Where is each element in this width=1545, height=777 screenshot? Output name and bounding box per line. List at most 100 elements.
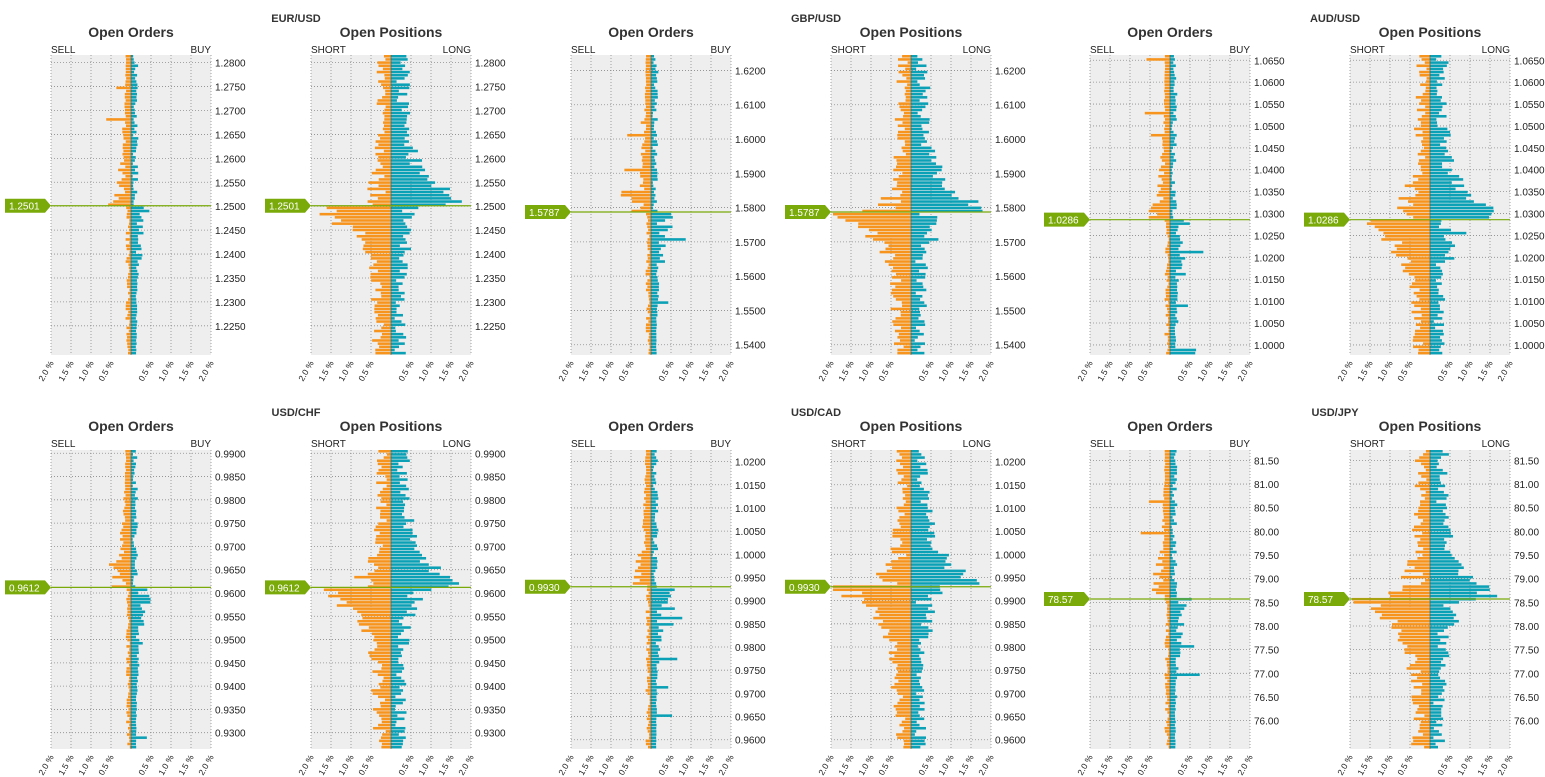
x-tick-label: 1.5 %: [696, 359, 716, 383]
bar-right: [1170, 670, 1177, 673]
x-tick-label: 2.0 %: [1495, 753, 1515, 777]
bar-left: [643, 541, 651, 544]
bar-right: [1430, 733, 1442, 736]
bar-left: [126, 212, 131, 216]
bar-left: [126, 667, 131, 670]
bar-right: [651, 591, 670, 595]
bar-right: [1170, 648, 1180, 651]
bar-right: [131, 263, 139, 266]
bar-right: [1170, 102, 1176, 105]
bar-left: [897, 124, 911, 128]
bar-right: [1170, 704, 1176, 708]
bar-left: [1407, 257, 1430, 260]
bar-right: [1170, 99, 1176, 102]
bar-right: [911, 253, 923, 257]
x-tick-label: 0.5 %: [96, 359, 116, 383]
bar-left: [882, 579, 911, 582]
bar-right: [391, 456, 408, 459]
bar-right: [1430, 465, 1437, 469]
bar-right: [651, 534, 657, 538]
bar-left: [119, 572, 131, 576]
bar-right: [391, 133, 410, 137]
bar-right: [911, 701, 925, 705]
bar-right: [911, 203, 969, 206]
bar-left: [378, 468, 391, 472]
bar-left: [648, 336, 651, 339]
bar-right: [651, 272, 657, 276]
bar-right: [1430, 657, 1444, 661]
bar-left: [381, 465, 391, 469]
bar-right: [651, 512, 656, 516]
bar-left: [1167, 711, 1170, 714]
bar-right: [1170, 279, 1179, 282]
bar-left: [644, 118, 651, 121]
bar-left: [380, 291, 391, 295]
bar-right: [1430, 645, 1438, 648]
bar-left: [372, 670, 391, 673]
bar-left: [1425, 111, 1430, 115]
bar-left: [128, 686, 131, 689]
bar-right: [1170, 140, 1175, 143]
bar-left: [647, 253, 651, 257]
bar-right: [911, 717, 925, 721]
bar-left: [647, 266, 651, 270]
x-tick-label: 1.0 %: [856, 753, 876, 777]
bar-left: [1167, 604, 1170, 607]
bar-right: [651, 616, 683, 620]
bar-right: [651, 206, 654, 210]
x-tick-label: 1.5 %: [436, 359, 456, 383]
bar-left: [646, 241, 651, 244]
bar-left: [128, 263, 131, 266]
bar-left: [645, 80, 651, 83]
bar-right: [1170, 695, 1177, 699]
bar-left: [1374, 610, 1430, 614]
bar-right: [911, 619, 933, 623]
bar-right: [1430, 450, 1443, 453]
bar-left: [643, 490, 651, 494]
bar-right: [1430, 459, 1438, 462]
bar-left: [124, 475, 131, 478]
bar-left: [374, 146, 391, 150]
bar-right: [131, 253, 143, 257]
bar-right: [911, 260, 916, 263]
bar-left: [128, 222, 131, 225]
bar-right: [391, 512, 402, 516]
bar-left: [904, 512, 911, 516]
bar-left: [1166, 323, 1170, 326]
bar-right: [131, 506, 136, 510]
bar-left: [1164, 538, 1170, 541]
bar-left: [647, 692, 651, 695]
bar-left: [1420, 522, 1430, 525]
bar-right: [1430, 130, 1451, 134]
bar-right: [1170, 547, 1173, 551]
bar-right: [391, 238, 406, 241]
bar-right: [131, 733, 137, 736]
bar-right: [911, 171, 937, 175]
bar-left: [1164, 80, 1170, 83]
bar-left: [125, 55, 131, 58]
bar-right: [1170, 717, 1176, 721]
bar-right: [131, 673, 139, 677]
x-tick-label: 0.5 %: [656, 753, 676, 777]
bar-left: [362, 616, 391, 620]
bar-right: [1170, 610, 1181, 614]
side-label-right: LONG: [963, 439, 992, 450]
bar-right: [1170, 307, 1177, 311]
bar-left: [127, 682, 131, 686]
y-tick-label: 1.0150: [1514, 275, 1545, 286]
bar-right: [391, 235, 404, 238]
bar-left: [897, 181, 911, 184]
bar-left: [1414, 276, 1430, 279]
bar-left: [1168, 282, 1170, 285]
bar-left: [1163, 121, 1170, 124]
y-tick-label: 80.00: [1514, 527, 1539, 538]
bar-right: [911, 285, 924, 289]
bar-left: [647, 310, 651, 314]
current-price-label: 0.9930: [529, 583, 560, 594]
bar-left: [1402, 585, 1430, 588]
bar-right: [1430, 610, 1453, 614]
bar-left: [126, 216, 131, 219]
bar-left: [357, 619, 391, 623]
bar-left: [896, 450, 911, 453]
y-tick-label: 0.9550: [475, 612, 506, 623]
